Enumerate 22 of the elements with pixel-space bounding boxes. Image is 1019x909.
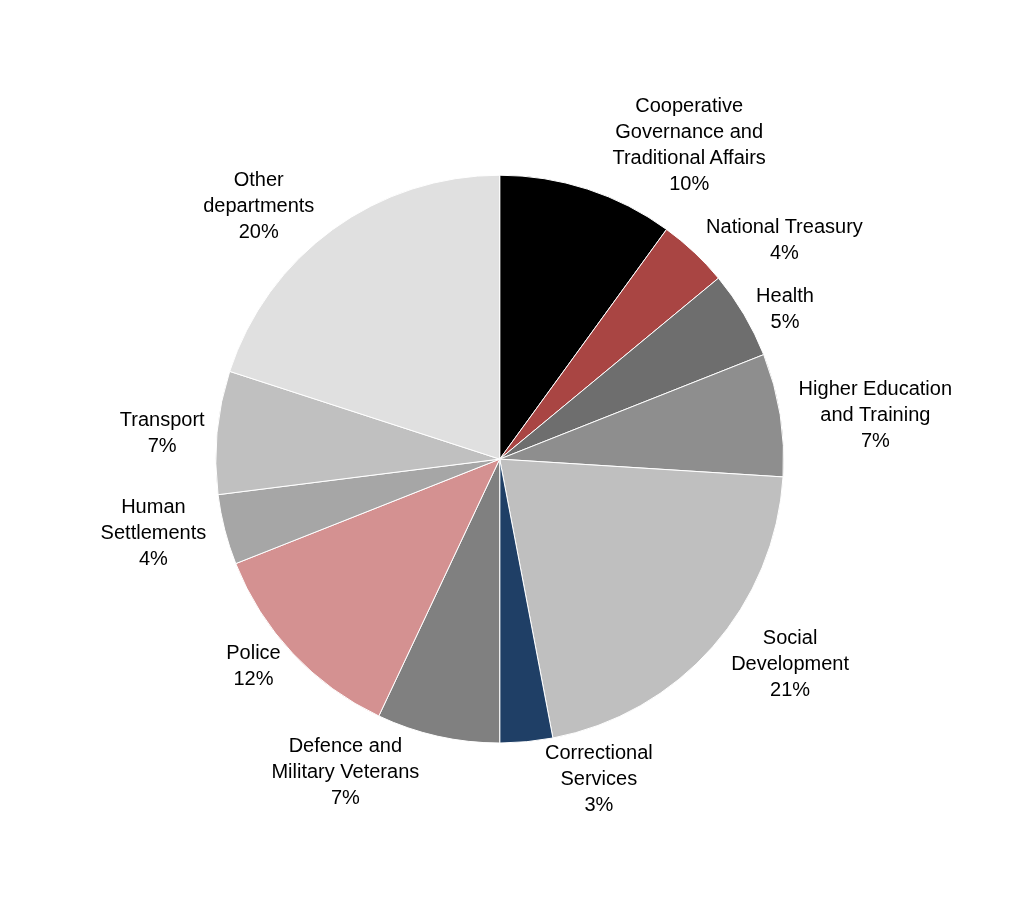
data-label: 4%: [769, 241, 800, 264]
slice-label: Health: [756, 284, 814, 307]
data-label: 21%: [770, 678, 811, 701]
slice-label: Defence and Military Veterans: [271, 734, 420, 783]
slice-label: Police: [226, 640, 281, 663]
data-label: 20%: [238, 220, 279, 243]
slice-label: Correctional Services: [544, 741, 653, 790]
data-label: 5%: [770, 310, 800, 333]
slice-label: Human Settlements: [100, 495, 207, 543]
data-label: 4%: [138, 547, 169, 569]
slice-label: Cooperative Governance and Traditional Affairs: [612, 93, 766, 168]
slice-label: Other departments: [203, 168, 315, 217]
slice-label: Higher Education and Training: [798, 376, 953, 425]
data-label: 7%: [147, 434, 177, 457]
data-label: 10%: [669, 171, 710, 194]
data-label: 3%: [584, 793, 614, 816]
slice-label: Social Development: [731, 626, 850, 675]
slice-label: Transport: [119, 408, 206, 431]
data-label: 7%: [860, 428, 891, 451]
data-label: 7%: [330, 786, 361, 809]
slice-label: National Treasury: [706, 215, 863, 238]
data-label: 12%: [233, 666, 274, 689]
